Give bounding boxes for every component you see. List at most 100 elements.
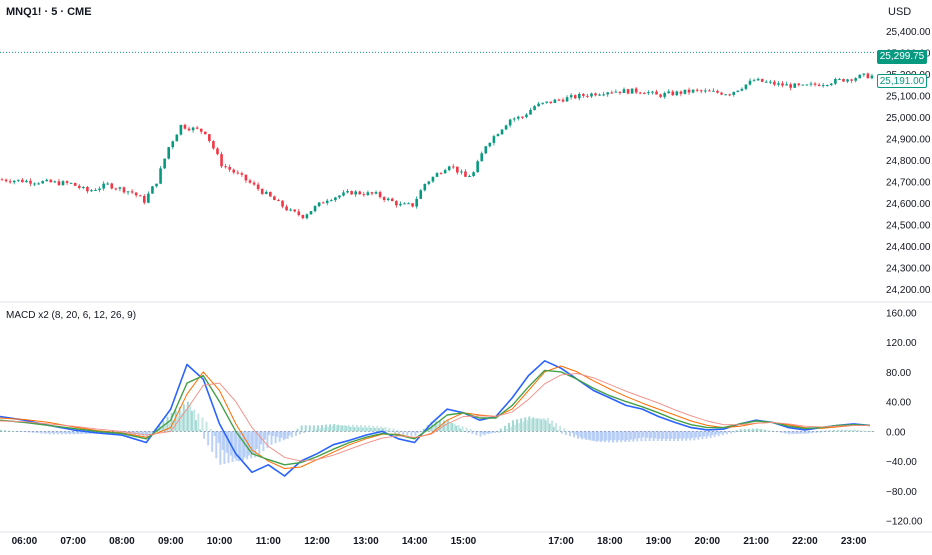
candle-body [45, 179, 49, 182]
macd-histogram-bar [587, 431, 590, 440]
macd-histogram-bar [729, 431, 732, 434]
macd-histogram-bar [264, 431, 267, 440]
macd-histogram-bar [429, 426, 432, 432]
macd-histogram-bar [494, 431, 497, 434]
indicator-label[interactable]: MACD x2 (8, 20, 6, 12, 26, 9) [6, 310, 137, 321]
macd-histogram-bar [532, 417, 535, 432]
macd-histogram-bar [418, 431, 421, 433]
candle-body [683, 89, 687, 94]
macd-histogram-bar [434, 421, 437, 432]
macd-histogram-bar [451, 423, 454, 432]
macd-histogram-bar [316, 425, 319, 432]
candle-body [334, 197, 337, 201]
macd-histogram-bar [461, 426, 464, 432]
macd-histogram-bar [465, 427, 468, 432]
macd-histogram-bar [827, 431, 830, 432]
macd-histogram-bar [469, 429, 472, 432]
macd-histogram-bar [485, 431, 488, 434]
candle-body [569, 95, 573, 98]
macd-histogram-bar [36, 431, 39, 434]
macd-histogram-bar [701, 431, 704, 440]
macd-histogram-bar [255, 431, 258, 450]
macd-histogram-bar [323, 427, 326, 432]
macd-histogram-bar [386, 430, 389, 432]
candle-body [390, 198, 394, 202]
macd-histogram-bar [307, 431, 310, 432]
candle-body [41, 181, 44, 184]
candle-body [671, 91, 675, 96]
macd-histogram-bar [213, 431, 216, 436]
currency-label[interactable]: USD [888, 6, 912, 18]
candle-body [264, 191, 268, 194]
macd-histogram-bar [400, 430, 403, 432]
candle-body [789, 84, 792, 88]
macd-histogram-bar [166, 416, 169, 432]
candle-body [224, 166, 227, 168]
candle-body [203, 131, 207, 135]
candle-body [732, 91, 736, 95]
macd-histogram-bar [727, 431, 730, 432]
macd-histogram-bar [189, 405, 192, 432]
candle-body [248, 180, 252, 183]
macd-histogram-bar [648, 431, 651, 442]
macd-histogram-bar [254, 431, 257, 458]
macd-histogram-bar [471, 431, 474, 434]
macd-histogram-bar [583, 431, 586, 439]
candle-body [273, 196, 276, 201]
macd-histogram-bar [705, 431, 708, 439]
time-axis-tick-label: 21:00 [743, 536, 769, 547]
macd-histogram-bar [205, 421, 208, 432]
candle-body [378, 192, 382, 198]
candle-body [842, 78, 845, 82]
macd-histogram-bar [347, 424, 350, 432]
candle-body [862, 73, 866, 75]
candle-body [626, 89, 630, 94]
macd-histogram-bar [304, 425, 307, 432]
macd-histogram-bar [201, 417, 204, 432]
macd-histogram-bar [160, 427, 163, 432]
candle-body [138, 195, 142, 197]
macd-histogram-bar [398, 431, 401, 436]
macd-histogram-bar [343, 425, 346, 432]
time-axis-tick-label: 20:00 [695, 536, 721, 547]
macd-histogram-bar [638, 431, 641, 439]
candle-body [293, 209, 297, 212]
macd-histogram-bar [530, 418, 533, 432]
macd-histogram-bar [209, 428, 212, 432]
candle-body [342, 192, 345, 196]
candle-body [187, 128, 191, 131]
candle-body [769, 81, 772, 83]
candle-body [256, 184, 260, 190]
symbol-title[interactable]: MNQ1! · 5 · CME [6, 6, 92, 18]
macd-histogram-bar [772, 431, 775, 432]
macd-histogram-bar [172, 420, 175, 432]
macd-histogram-bar [556, 430, 559, 432]
macd-histogram-bar [595, 431, 598, 442]
macd-histogram-bar [546, 417, 549, 432]
macd-histogram-bar [528, 416, 531, 432]
macd-histogram-bar [225, 431, 228, 453]
macd-histogram-bar [629, 431, 632, 440]
macd-histogram-bar [837, 429, 840, 432]
candle-body [602, 94, 605, 96]
macd-histogram-bar [564, 431, 567, 435]
candle-body [346, 191, 349, 193]
candle-body [553, 99, 557, 103]
macd-histogram-bar [380, 426, 383, 432]
macd-histogram-bar [48, 431, 51, 435]
macd-histogram-bar [668, 431, 671, 442]
macd-histogram-bar [144, 431, 147, 435]
macd-histogram-bar [841, 429, 844, 432]
macd-histogram-bar [731, 430, 734, 432]
macd-histogram-bar [303, 431, 306, 433]
macd-histogram-bar [376, 426, 379, 432]
candle-body [805, 84, 809, 86]
macd-histogram-bar [784, 431, 787, 434]
macd-histogram-bar [6, 430, 9, 432]
candle-body [744, 84, 748, 89]
candle-body [460, 171, 463, 173]
macd-histogram-bar [743, 428, 746, 432]
macd-histogram-bar [186, 401, 189, 432]
macd-histogram-bar [14, 431, 17, 432]
